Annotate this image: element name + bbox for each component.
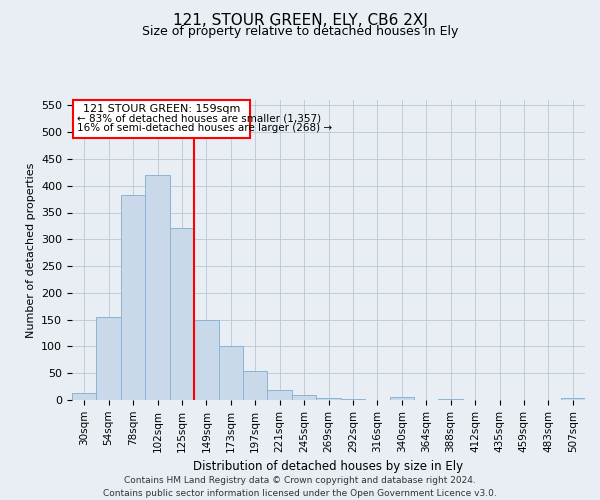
- Bar: [439, 399, 463, 400]
- Bar: [292, 394, 316, 400]
- Bar: [145, 175, 170, 400]
- Bar: [243, 370, 268, 400]
- Bar: [268, 390, 292, 400]
- Text: Contains HM Land Registry data © Crown copyright and database right 2024.
Contai: Contains HM Land Registry data © Crown c…: [103, 476, 497, 498]
- Bar: [72, 393, 97, 400]
- X-axis label: Distribution of detached houses by size in Ely: Distribution of detached houses by size …: [193, 460, 464, 473]
- Text: 16% of semi-detached houses are larger (268) →: 16% of semi-detached houses are larger (…: [77, 123, 332, 133]
- Bar: [121, 195, 145, 400]
- Y-axis label: Number of detached properties: Number of detached properties: [26, 162, 35, 338]
- Text: 121, STOUR GREEN, ELY, CB6 2XJ: 121, STOUR GREEN, ELY, CB6 2XJ: [173, 12, 427, 28]
- Bar: [218, 346, 243, 400]
- FancyBboxPatch shape: [73, 100, 250, 138]
- Bar: [316, 398, 341, 400]
- Text: ← 83% of detached houses are smaller (1,357): ← 83% of detached houses are smaller (1,…: [77, 114, 321, 124]
- Bar: [97, 317, 121, 400]
- Bar: [560, 398, 585, 400]
- Bar: [170, 228, 194, 400]
- Bar: [194, 320, 218, 400]
- Text: 121 STOUR GREEN: 159sqm: 121 STOUR GREEN: 159sqm: [83, 104, 241, 115]
- Bar: [389, 398, 414, 400]
- Text: Size of property relative to detached houses in Ely: Size of property relative to detached ho…: [142, 25, 458, 38]
